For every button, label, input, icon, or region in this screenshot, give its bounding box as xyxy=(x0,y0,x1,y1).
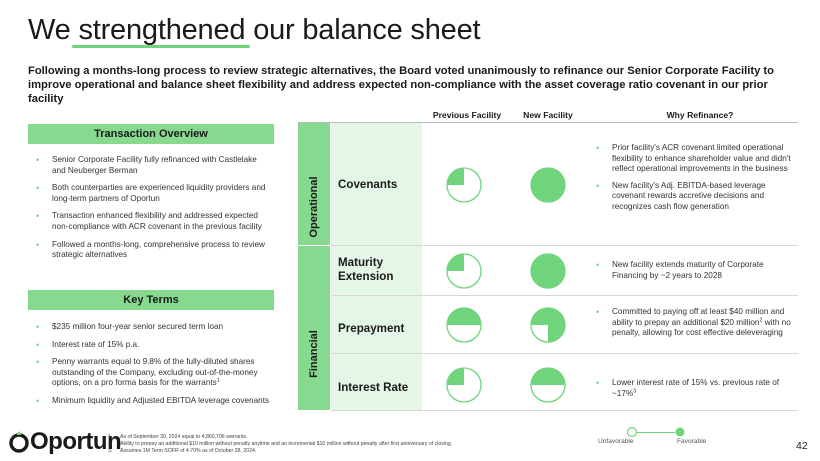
list-item: $235 million four-year senior secured te… xyxy=(34,322,272,333)
page-number: 42 xyxy=(796,440,808,452)
column-header-new: New Facility xyxy=(523,110,573,120)
row-divider xyxy=(331,245,798,246)
harvey-ball-maturity-previous xyxy=(446,253,482,289)
footnote-ref: 1 xyxy=(216,377,220,384)
why-list-maturity: New facility extends maturity of Corpora… xyxy=(594,260,794,287)
row-bg-maturity xyxy=(331,246,422,295)
list-item: Penny warrants equal to 9.8% of the full… xyxy=(34,357,272,389)
harvey-ball-fill xyxy=(531,168,565,202)
title-suffix: our balance sheet xyxy=(253,14,481,46)
financial-label: Financial xyxy=(308,330,320,378)
row-bg-covenants xyxy=(331,123,422,245)
harvey-ball-fill xyxy=(531,308,565,342)
legend-favorable-label: Favorable xyxy=(677,438,707,445)
prepay-text: Committed to paying off at least $40 mil… xyxy=(612,307,791,338)
list-item: Interest rate of 15% p.a. xyxy=(34,340,272,351)
page-title: We strengthened our balance sheet xyxy=(28,14,481,47)
harvey-ball-fill xyxy=(447,168,464,185)
transaction-overview-list: Senior Corporate Facility fully refinanc… xyxy=(34,155,272,268)
row-label-line: Prepayment xyxy=(338,322,405,335)
title-prefix: We xyxy=(28,14,71,46)
page-subtitle: Following a months-long process to revie… xyxy=(28,65,774,105)
key-terms-header: Key Terms xyxy=(28,290,274,310)
list-item: New facility extends maturity of Corpora… xyxy=(594,260,794,281)
transaction-overview-header: Transaction Overview xyxy=(28,124,274,144)
harvey-ball-fill xyxy=(447,254,464,271)
key-terms-list: $235 million four-year senior secured te… xyxy=(34,322,272,414)
legend-arrow xyxy=(637,432,675,433)
column-header-previous: Previous Facility xyxy=(432,110,502,120)
interest-text: Lower interest rate of 15% vs. previous … xyxy=(612,378,780,398)
list-item: Committed to paying off at least $40 mil… xyxy=(594,307,794,339)
row-bg-prepayment xyxy=(331,296,422,353)
legend-unfavorable-label: Unfavorable xyxy=(598,438,634,445)
row-divider xyxy=(331,410,798,411)
row-label-prepayment: Prepayment xyxy=(338,322,404,336)
harvey-ball-interest-previous xyxy=(446,367,482,403)
legend-favorable-dot-icon xyxy=(675,427,685,437)
column-header-why: Why Refinance? xyxy=(666,110,734,120)
list-item: Minimum liquidity and Adjusted EBITDA le… xyxy=(34,396,272,407)
row-label-maturity: Maturity Extension xyxy=(338,256,393,284)
row-divider xyxy=(331,353,798,354)
logo-mark-icon xyxy=(9,431,29,453)
legend-unfavorable-dot-icon xyxy=(626,426,638,438)
list-item: Senior Corporate Facility fully refinanc… xyxy=(34,155,272,176)
harvey-ball-prepayment-previous xyxy=(446,307,482,343)
list-item: Both counterparties are experienced liqu… xyxy=(34,183,272,204)
why-list-covenants: Prior facility's ACR covenant limited op… xyxy=(594,143,794,219)
why-list-interest: Lower interest rate of 15% vs. previous … xyxy=(594,378,794,405)
harvey-ball-fill xyxy=(447,308,481,325)
harvey-ball-prepayment-new xyxy=(530,307,566,343)
list-item: Followed a months-long, comprehensive pr… xyxy=(34,240,272,261)
why-list-prepayment: Committed to paying off at least $40 mil… xyxy=(594,307,794,345)
row-divider xyxy=(331,295,798,296)
list-item: New facility's Adj. EBITDA-based leverag… xyxy=(594,181,794,213)
harvey-ball-interest-new xyxy=(530,367,566,403)
footnotes: 1. As of September 30, 2024 equal to 4,86… xyxy=(108,434,452,454)
operational-band xyxy=(298,123,330,245)
title-highlight: strengthened xyxy=(78,14,246,46)
footnote-ref: 3 xyxy=(633,387,637,394)
table-top-divider xyxy=(298,122,798,123)
footnote: 3. Assumes 1M Term SOFR of 4.70% as of Oc… xyxy=(108,447,257,454)
warrants-text: Penny warrants equal to 9.8% of the full… xyxy=(52,357,258,388)
harvey-ball-fill xyxy=(531,368,565,385)
list-item: Prior facility's ACR covenant limited op… xyxy=(594,143,794,175)
row-label-interest-rate: Interest Rate xyxy=(338,381,408,395)
row-label-line: Covenants xyxy=(338,178,398,191)
footnote-ref: 2 xyxy=(759,316,763,323)
harvey-ball-maturity-new xyxy=(530,253,566,289)
list-item: Transaction enhanced flexibility and add… xyxy=(34,211,272,232)
footnote: 1. As of September 30, 2024 equal to 4,86… xyxy=(108,434,248,440)
logo-wordmark: Oportun xyxy=(30,428,122,455)
footnote: 2. Ability to prepay an additional $10 mi… xyxy=(108,440,453,447)
harvey-ball-covenants-new xyxy=(530,167,566,203)
row-label-line: Maturity xyxy=(338,256,384,269)
list-item: Lower interest rate of 15% vs. previous … xyxy=(594,378,794,399)
row-label-line: Extension xyxy=(338,270,394,283)
row-bg-interest xyxy=(331,354,422,410)
harvey-ball-fill xyxy=(531,254,565,288)
harvey-ball-covenants-previous xyxy=(446,167,482,203)
row-label-line: Interest Rate xyxy=(338,381,409,394)
title-underline xyxy=(72,45,250,48)
financial-band xyxy=(298,246,330,410)
harvey-ball-fill xyxy=(447,368,464,385)
row-label-covenants: Covenants xyxy=(338,178,397,192)
oportun-logo: Oportun xyxy=(8,428,122,456)
